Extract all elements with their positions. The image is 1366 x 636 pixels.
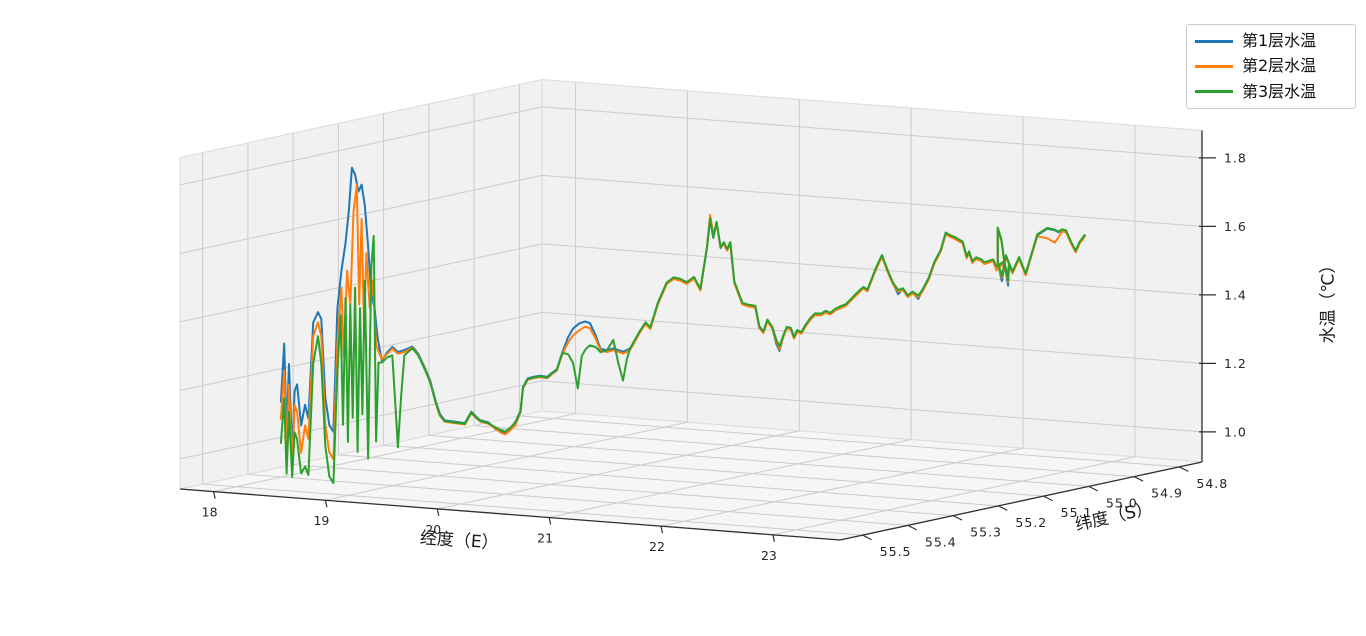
y-tick-label: 55.1 <box>1061 505 1093 520</box>
panes <box>179 78 1203 541</box>
legend-line-swatch <box>1195 90 1233 94</box>
grid-lines <box>179 82 1203 536</box>
x-tick-label: 23 <box>761 548 777 563</box>
legend-line-swatch <box>1195 39 1233 43</box>
legend-label: 第3层水温 <box>1242 81 1317 101</box>
y-tick-label: 55.0 <box>1106 495 1138 510</box>
x-tick-label: 19 <box>313 513 329 528</box>
z-tick-label: 1.4 <box>1224 287 1247 302</box>
y-tick-label: 54.9 <box>1151 486 1183 501</box>
legend-item-2: 第2层水温 <box>1195 56 1345 76</box>
z-tick-label: 1.6 <box>1224 219 1247 234</box>
y-axis-ticks <box>862 466 1189 541</box>
z-tick-label: 1.2 <box>1224 356 1247 371</box>
y-tick-labels: 55.5 55.4 55.3 55.2 55.1 55.0 54.9 54.8 <box>880 476 1228 559</box>
y-tick-label: 54.8 <box>1196 476 1228 491</box>
z-tick-label: 1.0 <box>1224 424 1247 439</box>
x-tick-label: 22 <box>649 539 665 554</box>
z-axis-label: 水温（℃） <box>1318 256 1339 344</box>
z-axis-ticks <box>1199 157 1216 433</box>
legend-item-3: 第3层水温 <box>1195 81 1345 101</box>
z-tick-label: 1.8 <box>1224 150 1247 165</box>
legend-line-swatch <box>1195 65 1233 69</box>
y-tick-label: 55.4 <box>925 534 957 549</box>
legend-label: 第2层水温 <box>1242 56 1317 76</box>
pane-right-wall <box>541 78 1203 463</box>
x-tick-label: 18 <box>202 505 218 520</box>
legend-item-1: 第1层水温 <box>1195 31 1345 50</box>
x-tick-label: 20 <box>425 522 441 537</box>
legend-label: 第1层水温 <box>1242 31 1317 50</box>
z-tick-labels: 1.0 1.2 1.4 1.6 1.8 <box>1224 150 1247 439</box>
y-tick-label: 55.5 <box>880 544 912 559</box>
axis-spines <box>179 130 1203 541</box>
data-series <box>279 166 1086 485</box>
y-tick-label: 55.2 <box>1015 515 1047 530</box>
x-tick-labels: 18 19 20 21 22 23 <box>202 505 777 563</box>
legend: 第1层水温第2层水温第3层水温 <box>1186 24 1356 110</box>
x-axis-ticks <box>213 491 775 542</box>
x-tick-label: 21 <box>537 531 553 546</box>
series-line-3 <box>279 217 1086 485</box>
y-tick-label: 55.3 <box>970 525 1002 540</box>
